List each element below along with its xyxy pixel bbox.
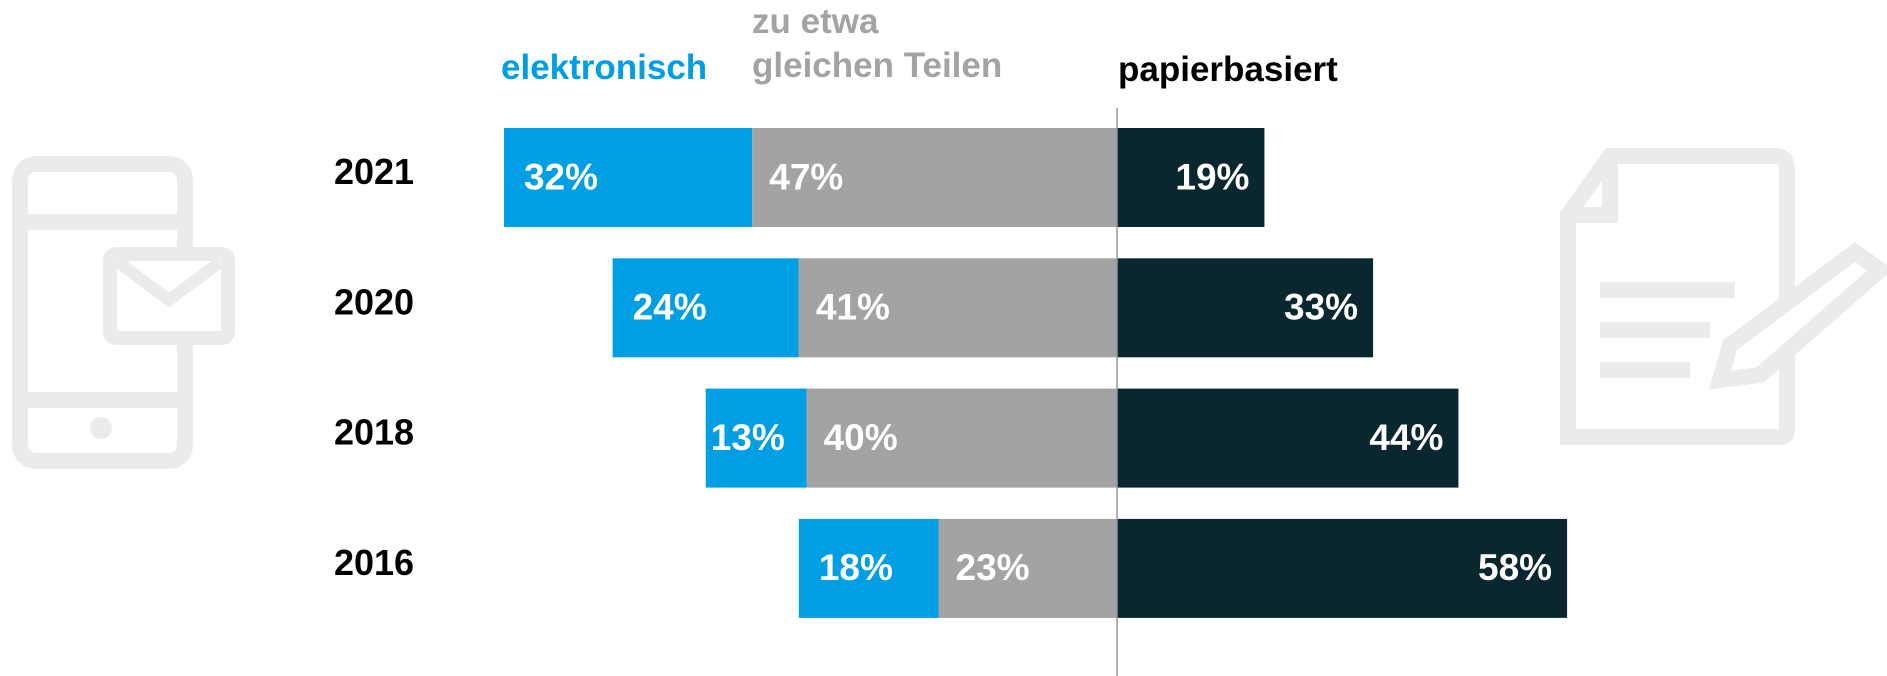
bar-segment — [705, 388, 807, 488]
value-label: 24% — [633, 287, 707, 328]
category-label: 2016 — [334, 542, 414, 583]
value-label: 40% — [824, 417, 898, 458]
bar-segment — [1117, 128, 1265, 227]
category-label: 2018 — [334, 412, 414, 453]
value-label: 58% — [1478, 547, 1552, 588]
bar-segment — [503, 128, 753, 227]
bar-segment — [798, 518, 939, 618]
bar-segment — [1117, 258, 1374, 358]
bar-segment — [806, 388, 1117, 488]
value-label: 13% — [711, 417, 785, 458]
value-label: 18% — [819, 547, 893, 588]
phone-button — [90, 417, 112, 439]
bar-segment — [1117, 518, 1568, 618]
value-label: 23% — [956, 547, 1030, 588]
document-icon — [1560, 148, 1887, 445]
legend-entry: elektronisch — [501, 48, 708, 87]
value-label: 32% — [524, 156, 598, 197]
bar-segment — [1117, 388, 1459, 488]
value-label: 19% — [1175, 156, 1249, 197]
value-label: 44% — [1369, 417, 1443, 458]
category-label: 2020 — [334, 281, 414, 322]
value-label: 33% — [1284, 287, 1358, 328]
legend-entry: papierbasiert — [1118, 50, 1338, 89]
bar-segment — [938, 518, 1117, 618]
bar-segment — [752, 128, 1117, 227]
value-label: 47% — [769, 156, 843, 197]
bar-segment — [612, 258, 799, 358]
category-label: 2021 — [334, 151, 414, 192]
legend-entry: zu etwa gleichen Teilen — [752, 2, 1003, 85]
value-label: 41% — [816, 287, 890, 328]
phone-icon — [12, 156, 235, 469]
bar-segment — [798, 258, 1117, 358]
